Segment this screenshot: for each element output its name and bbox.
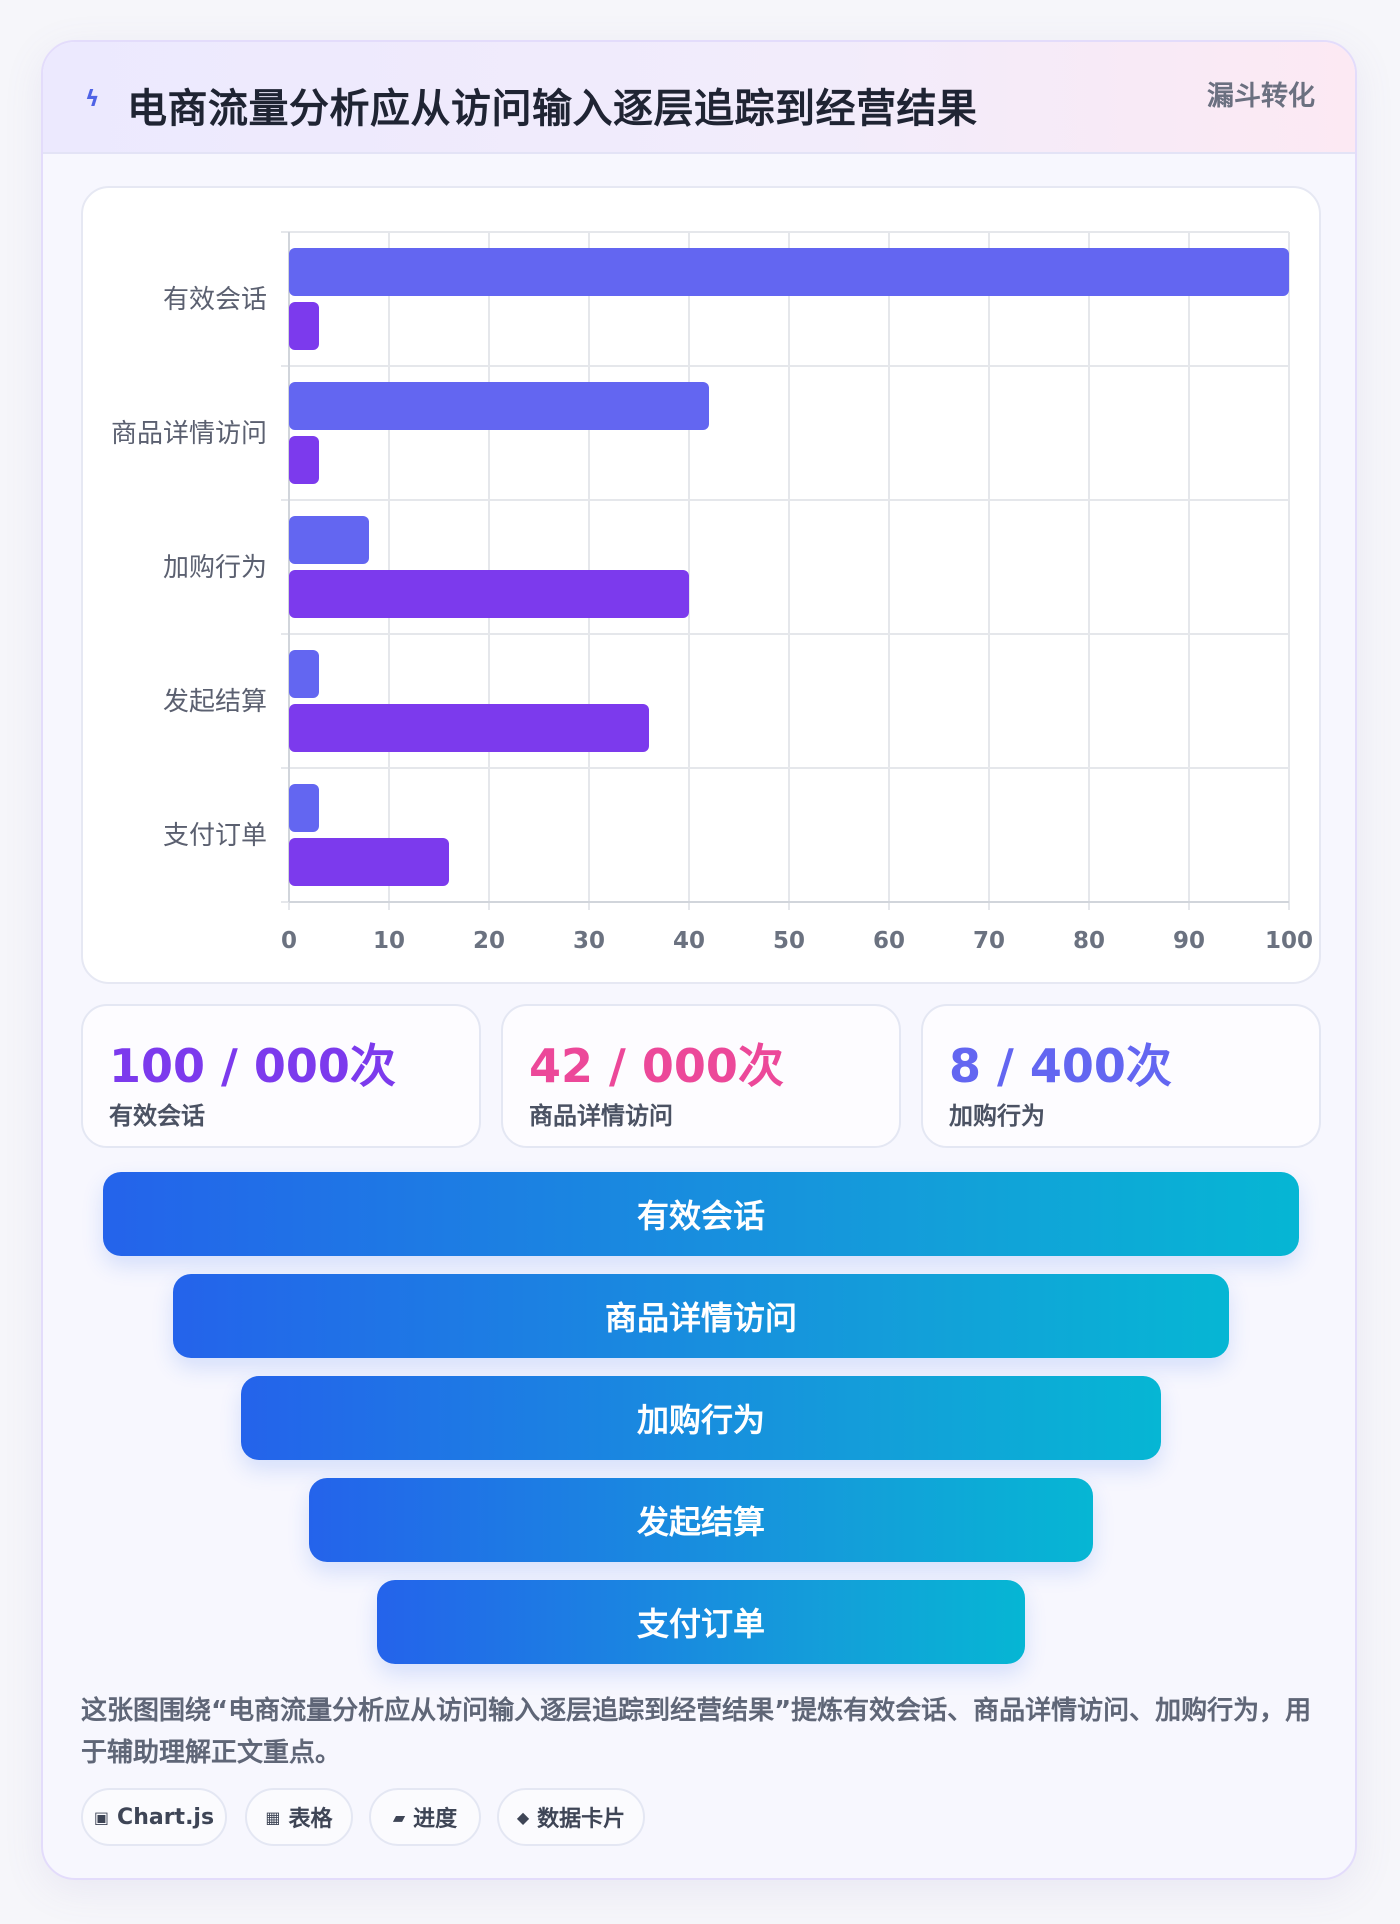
stat-value: 8 / 400次 xyxy=(949,1039,1172,1093)
stat-label: 商品详情访问 xyxy=(529,1102,673,1130)
stat-card: 100 / 000次 有效会话 xyxy=(81,1004,481,1148)
bar xyxy=(289,302,319,350)
x-tick-label: 10 xyxy=(373,928,405,954)
table-icon: ▦ xyxy=(265,1807,281,1827)
funnel-stage: 有效会话 xyxy=(103,1172,1299,1256)
funnel-stage: 支付订单 xyxy=(377,1580,1025,1664)
x-tick-label: 60 xyxy=(873,928,905,954)
category-label: 发起结算 xyxy=(163,687,267,717)
x-tick-label: 90 xyxy=(1173,928,1205,954)
x-tick-label: 80 xyxy=(1073,928,1105,954)
chip-table[interactable]: ▦ 表格 xyxy=(245,1788,353,1846)
chart-icon: ▣ xyxy=(93,1807,110,1827)
bar xyxy=(289,382,709,430)
header-tag: 漏斗转化 xyxy=(1207,81,1315,112)
category-label: 支付订单 xyxy=(163,821,267,851)
chart-panel: 有效会话商品详情访问加购行为发起结算支付订单 0 10 20 30 40 50 60 70 80 9… xyxy=(81,186,1321,984)
chart-caption: 这张图围绕“电商流量分析应从访问输入逐层追踪到经营结果”提炼有效会话、商品详情访… xyxy=(81,1696,1312,1768)
stat-value: 100 / 000次 xyxy=(109,1039,396,1093)
bar xyxy=(289,570,689,618)
progress-icon: ▰ xyxy=(392,1807,406,1827)
card-header: ϟ 电商流量分析应从访问输入逐层追踪到经营结果 漏斗转化 xyxy=(43,42,1355,154)
category-label: 商品详情访问 xyxy=(111,419,267,449)
page-title: 电商流量分析应从访问输入逐层追踪到经营结果 xyxy=(127,86,978,132)
chip-label: 数据卡片 xyxy=(537,1807,626,1832)
x-tick-label: 0 xyxy=(281,928,297,954)
lightning-icon: ϟ xyxy=(85,87,100,112)
main-card: ϟ 电商流量分析应从访问输入逐层追踪到经营结果 漏斗转化 有效会话 商品详情访问加… xyxy=(41,40,1357,1880)
stat-card: 42 / 000次 商品详情访问 xyxy=(501,1004,901,1148)
bar xyxy=(289,248,1289,296)
bar xyxy=(289,784,319,832)
chip-label: 进度 xyxy=(413,1807,458,1832)
stat-label: 加购行为 xyxy=(949,1102,1045,1130)
stat-cards: 100 / 000次 有效会话 42 / 000次 商品详情访问 8 / 400… xyxy=(81,1004,1321,1148)
bar xyxy=(289,436,319,484)
stat-label: 有效会话 xyxy=(109,1102,205,1130)
bar xyxy=(289,650,319,698)
x-tick-label: 70 xyxy=(973,928,1005,954)
x-tick-label: 40 xyxy=(673,928,705,954)
bar xyxy=(289,516,369,564)
category-label: 加购行为 xyxy=(163,553,267,583)
stat-value: 42 / 000次 xyxy=(529,1039,784,1093)
category-label: 有效会话 xyxy=(163,285,267,315)
chip-progress[interactable]: ▰ 进度 xyxy=(369,1788,481,1846)
chip-label: Chart.js xyxy=(117,1804,215,1830)
chip-label: 表格 xyxy=(288,1807,333,1832)
chip-data-card[interactable]: ◆ 数据卡片 xyxy=(497,1788,645,1846)
funnel-stage: 加购行为 xyxy=(241,1376,1161,1460)
diamond-icon: ◆ xyxy=(516,1807,530,1827)
x-tick-label: 50 xyxy=(773,928,805,954)
x-tick-label: 100 xyxy=(1265,928,1313,954)
bar xyxy=(289,704,649,752)
chip-chartjs[interactable]: ▣ Chart.js xyxy=(81,1788,227,1846)
stat-card: 8 / 400次 加购行为 xyxy=(921,1004,1321,1148)
x-tick-label: 30 xyxy=(573,928,605,954)
funnel-stage: 发起结算 xyxy=(309,1478,1093,1562)
x-tick-label: 20 xyxy=(473,928,505,954)
funnel-stage: 商品详情访问 xyxy=(173,1274,1229,1358)
bar xyxy=(289,838,449,886)
